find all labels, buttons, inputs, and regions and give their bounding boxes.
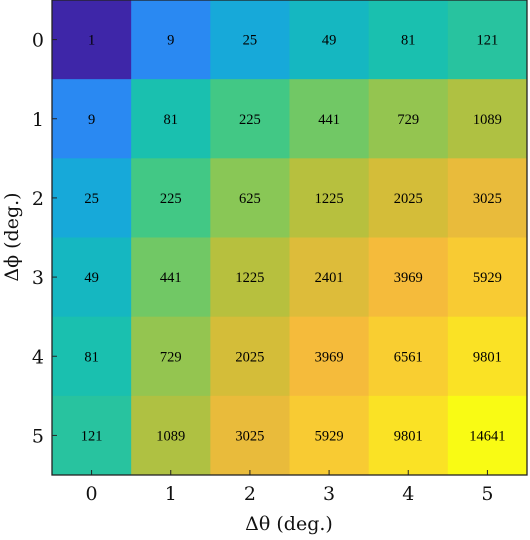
heatmap-cell-value: 3025 xyxy=(235,428,264,444)
heatmap-cell xyxy=(131,0,211,80)
heatmap-cell xyxy=(210,79,290,159)
heatmap-cell-value: 225 xyxy=(160,191,182,207)
heatmap-cell xyxy=(289,237,370,318)
heatmap-cell xyxy=(131,395,211,476)
x-tick-label: 3 xyxy=(323,483,335,505)
heatmap-cell-value: 2025 xyxy=(235,349,264,365)
heatmap-cell xyxy=(289,158,370,238)
heatmap-cell-value: 3025 xyxy=(473,191,502,207)
heatmap-cell xyxy=(289,395,370,476)
heatmap-cell-value: 625 xyxy=(239,191,261,207)
heatmap-cell-value: 1225 xyxy=(235,270,264,286)
heatmap-cell-value: 81 xyxy=(164,112,179,128)
x-tick-label: 4 xyxy=(402,483,414,505)
heatmap-cell-value: 729 xyxy=(397,112,419,128)
heatmap-cell xyxy=(131,237,211,318)
heatmap-cell xyxy=(368,79,449,159)
heatmap-cell xyxy=(368,0,449,80)
y-tick-label: 3 xyxy=(32,267,44,289)
heatmap-cell-value: 441 xyxy=(160,270,182,286)
heatmap-cells xyxy=(52,0,528,476)
heatmap-cell-labels: 1 9 25 49 81 121 9 81 225 441 729 1089 25 225 625 1225 2… xyxy=(81,33,506,445)
heatmap-cell-value: 1 xyxy=(88,33,95,49)
heatmap-cell xyxy=(210,395,290,476)
heatmap-cell-value: 121 xyxy=(477,33,499,49)
heatmap-cell-value: 121 xyxy=(81,428,103,444)
heatmap-cell xyxy=(289,0,370,80)
heatmap-cell xyxy=(52,158,132,238)
heatmap-cell xyxy=(368,158,449,238)
heatmap-cell xyxy=(52,79,132,159)
heatmap-cell xyxy=(368,237,449,318)
heatmap-cell xyxy=(131,79,211,159)
heatmap-cell-value: 6561 xyxy=(394,349,423,365)
heatmap-cell-value: 9801 xyxy=(394,428,423,444)
heatmap-cell-value: 5929 xyxy=(473,270,502,286)
heatmap-cell-value: 3969 xyxy=(315,349,344,365)
heatmap-cell xyxy=(447,158,528,238)
heatmap-cell-value: 14641 xyxy=(469,428,505,444)
heatmap-cell-value: 225 xyxy=(239,112,261,128)
heatmap-cell-value: 25 xyxy=(84,191,99,207)
heatmap-cell-value: 5929 xyxy=(315,428,344,444)
heatmap-cell xyxy=(289,316,370,397)
heatmap-cell xyxy=(447,316,528,397)
heatmap-cell xyxy=(52,395,132,476)
y-tick-label: 4 xyxy=(32,346,44,368)
x-tick-label: 0 xyxy=(86,483,98,505)
heatmap-cell-value: 49 xyxy=(84,270,99,286)
heatmap-cell xyxy=(131,158,211,238)
heatmap-cell-value: 2025 xyxy=(394,191,423,207)
x-tick-label: 2 xyxy=(244,483,256,505)
heatmap-cell xyxy=(210,0,290,80)
heatmap-cell-value: 2401 xyxy=(315,270,344,286)
heatmap-cell xyxy=(289,79,370,159)
x-tick-label: 5 xyxy=(481,483,493,505)
heatmap-cell-value: 1089 xyxy=(156,428,185,444)
heatmap-cell xyxy=(447,237,528,318)
heatmap-cell-value: 1089 xyxy=(473,112,502,128)
y-tick-label: 2 xyxy=(32,188,44,210)
heatmap-cell-value: 9801 xyxy=(473,349,502,365)
plot-frame xyxy=(51,0,528,476)
heatmap-cell xyxy=(447,395,528,476)
heatmap-cell-value: 81 xyxy=(84,349,99,365)
y-axis-ticks: 0 1 2 3 4 5 xyxy=(32,30,57,447)
heatmap-cell-value: 729 xyxy=(160,349,182,365)
y-tick-label: 0 xyxy=(32,30,44,52)
x-axis-label: Δθ (deg.) xyxy=(245,513,333,535)
y-tick-label: 5 xyxy=(32,425,44,447)
heatmap-cell-value: 9 xyxy=(167,33,174,49)
heatmap-cell-value: 3969 xyxy=(394,270,423,286)
heatmap-cell xyxy=(131,316,211,397)
heatmap-cell-value: 81 xyxy=(401,33,416,49)
heatmap-cell-value: 441 xyxy=(318,112,340,128)
heatmap-cell xyxy=(52,316,132,397)
heatmap-cell xyxy=(210,237,290,318)
heatmap-cell xyxy=(447,79,528,159)
y-axis-label: Δϕ (deg.) xyxy=(1,192,23,281)
heatmap-cell xyxy=(368,395,449,476)
heatmap-cell xyxy=(210,158,290,238)
heatmap-cell xyxy=(52,0,132,80)
x-axis-ticks: 0 1 2 3 4 5 xyxy=(86,470,493,505)
y-tick-label: 1 xyxy=(32,109,44,131)
heatmap-cell xyxy=(447,0,528,80)
x-tick-label: 1 xyxy=(165,483,177,505)
heatmap-cell-value: 25 xyxy=(243,33,258,49)
heatmap-cell xyxy=(210,316,290,397)
heatmap-cell xyxy=(52,237,132,318)
heatmap-cell-value: 9 xyxy=(88,112,95,128)
heatmap-cell-value: 1225 xyxy=(315,191,344,207)
heatmap-cell-value: 49 xyxy=(322,33,337,49)
heatmap-cell xyxy=(368,316,449,397)
